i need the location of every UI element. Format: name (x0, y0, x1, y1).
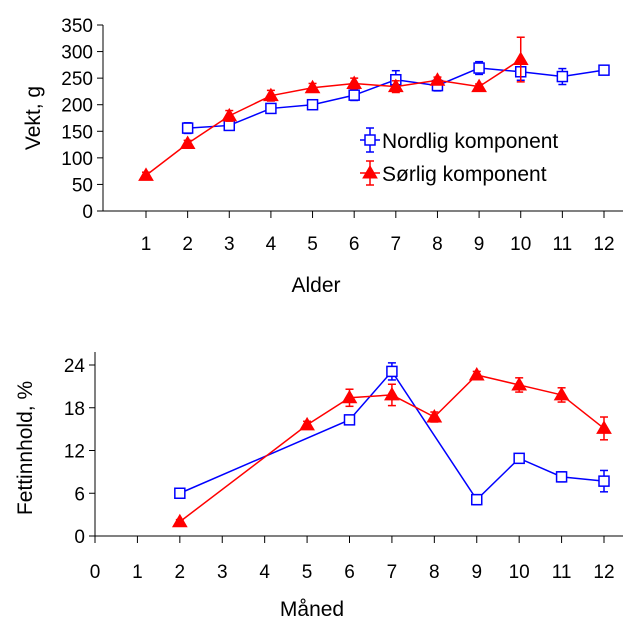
legend-item: Nordlig komponent (360, 127, 558, 153)
y-tick-label: 0 (74, 527, 85, 548)
data-point (299, 416, 315, 431)
data-point (346, 75, 363, 89)
data-point (471, 493, 483, 506)
y-axis-title: Vekt, g (22, 86, 45, 150)
y-tick-label: 100 (61, 149, 93, 170)
data-point (598, 64, 610, 76)
y-tick-label: 250 (61, 69, 93, 90)
data-point (174, 487, 186, 499)
y-tick-label: 50 (72, 175, 93, 196)
data-point (386, 365, 398, 378)
series-nordlig (181, 60, 610, 135)
y-tick-label: 12 (64, 442, 85, 463)
y-tick-label: 150 (61, 122, 93, 143)
x-tick-label: 8 (432, 234, 443, 255)
x-tick-label: 12 (593, 562, 614, 583)
x-tick-label: 1 (132, 562, 143, 583)
x-tick-label: 3 (224, 234, 235, 255)
x-tick-label: 12 (593, 234, 614, 255)
y-tick-label: 6 (74, 484, 85, 505)
x-tick-label: 2 (175, 562, 186, 583)
y-tick-label: 0 (82, 202, 93, 223)
series-line (145, 58, 522, 176)
legend-marker (362, 165, 378, 179)
y-tick-label: 300 (61, 43, 93, 64)
data-point (341, 389, 358, 404)
legend-label: Nordlig komponent (382, 130, 558, 153)
data-point (426, 409, 443, 423)
data-point (138, 167, 154, 181)
x-tick-label: 10 (509, 562, 530, 583)
data-point (304, 79, 321, 94)
data-point (555, 471, 568, 483)
x-axis-title: Måned (280, 598, 344, 619)
x-tick-label: 5 (307, 234, 318, 255)
data-point (511, 376, 528, 391)
data-point (513, 452, 525, 465)
data-point (596, 420, 612, 434)
x-tick-label: 7 (387, 562, 398, 583)
data-point (384, 386, 400, 401)
x-tick-label: 5 (302, 562, 313, 583)
x-axis-title: Alder (291, 274, 340, 297)
data-point (429, 72, 446, 86)
x-tick-label: 0 (90, 562, 101, 583)
y-tick-label: 350 (61, 16, 93, 37)
x-tick-label: 7 (391, 234, 402, 255)
data-point (221, 107, 238, 122)
data-point (471, 78, 487, 93)
data-point (473, 62, 485, 74)
legend-label: Sørlig komponent (382, 163, 547, 186)
y-axis-title: Fettinnhold, % (14, 381, 37, 515)
y-tick-label: 24 (64, 356, 86, 377)
data-point (306, 98, 319, 111)
legend: Nordlig komponent Sørlig komponent (360, 127, 558, 186)
x-tick-label: 11 (552, 234, 572, 255)
data-point (556, 70, 569, 83)
x-tick-label: 2 (182, 234, 193, 255)
x-tick-label: 6 (349, 234, 360, 255)
y-tick-label: 200 (61, 96, 93, 117)
data-point (223, 119, 236, 132)
x-tick-label: 3 (217, 562, 228, 583)
x-tick-label: 4 (259, 562, 270, 583)
data-point (553, 386, 570, 401)
series-sorlig (171, 366, 612, 528)
x-tick-label: 9 (474, 234, 485, 255)
data-point (387, 78, 404, 93)
data-point (343, 414, 356, 426)
data-point (179, 135, 196, 150)
data-point (171, 513, 188, 528)
data-point (348, 89, 360, 101)
y-tick-label: 18 (64, 399, 85, 420)
x-tick-label: 4 (266, 234, 277, 255)
series-nordlig (174, 362, 610, 506)
x-tick-label: 9 (471, 562, 482, 583)
data-point (468, 366, 485, 381)
legend-item: Sørlig komponent (360, 160, 547, 186)
data-point (598, 475, 610, 487)
x-tick-label: 8 (429, 562, 440, 583)
legend-marker (364, 134, 376, 146)
x-tick-label: 11 (552, 562, 572, 583)
x-tick-label: 10 (510, 234, 531, 255)
data-point (181, 122, 194, 134)
data-point (263, 87, 279, 102)
x-tick-label: 1 (141, 234, 152, 255)
data-point (265, 102, 277, 115)
data-point (512, 51, 529, 66)
series-sorlig (138, 36, 529, 181)
x-tick-label: 6 (344, 562, 355, 583)
